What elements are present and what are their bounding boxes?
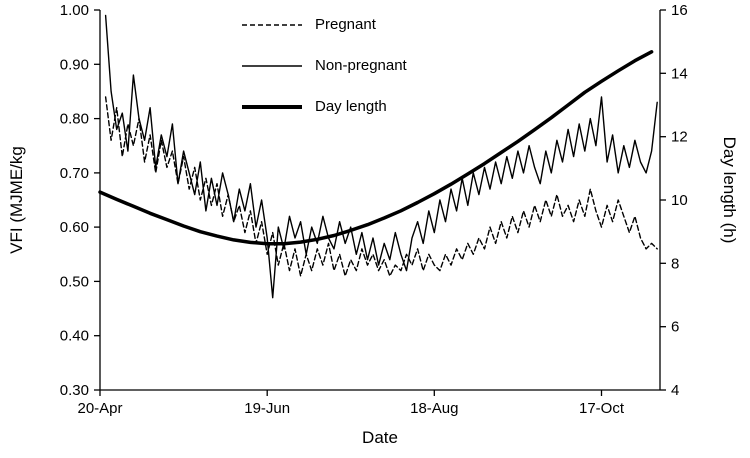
svg-text:18-Aug: 18-Aug (410, 400, 458, 417)
legend-item-day-length: Day length (242, 86, 407, 127)
y-axis-left-title: VFI (MJME/kg (7, 146, 26, 254)
svg-text:12: 12 (671, 129, 688, 146)
svg-text:0.90: 0.90 (60, 56, 89, 73)
legend-item-pregnant: Pregnant (242, 4, 407, 45)
legend: Pregnant Non-pregnant Day length (242, 4, 407, 127)
svg-text:14: 14 (671, 65, 688, 82)
x-tick-labels: 20-Apr 19-Jun 18-Aug 17-Oct (77, 400, 624, 417)
svg-text:8: 8 (671, 255, 679, 272)
svg-text:20-Apr: 20-Apr (77, 400, 122, 417)
svg-text:0.70: 0.70 (60, 165, 89, 182)
svg-text:10: 10 (671, 192, 688, 209)
series-day-length (98, 50, 654, 246)
dashed-line-sample (242, 23, 302, 26)
svg-text:0.50: 0.50 (60, 273, 89, 290)
x-axis-title: Date (362, 428, 398, 447)
svg-text:0.60: 0.60 (60, 219, 89, 236)
svg-text:17-Oct: 17-Oct (579, 400, 625, 417)
y-axis-right-title: Day length (h) (720, 136, 739, 244)
thick-solid-line-sample (242, 104, 302, 109)
y-left-tick-labels: 1.00 0.90 0.80 0.70 0.60 0.50 0.40 0.30 (60, 2, 89, 399)
svg-text:16: 16 (671, 2, 688, 19)
svg-text:4: 4 (671, 382, 679, 399)
svg-text:0.40: 0.40 (60, 328, 89, 345)
thin-solid-line-sample (242, 64, 302, 67)
legend-item-non-pregnant: Non-pregnant (242, 45, 407, 86)
svg-text:19-Jun: 19-Jun (244, 400, 290, 417)
svg-text:1.00: 1.00 (60, 2, 89, 19)
y-right-tick-labels: 16 14 12 10 8 6 4 (671, 2, 688, 399)
series-pregnant (104, 96, 658, 277)
svg-text:0.80: 0.80 (60, 111, 89, 128)
legend-label-pregnant: Pregnant (315, 16, 376, 33)
axes (94, 9, 666, 396)
svg-text:0.30: 0.30 (60, 382, 89, 399)
legend-label-day-length: Day length (315, 98, 387, 115)
series-non-pregnant (104, 14, 658, 299)
legend-label-non-pregnant: Non-pregnant (315, 57, 407, 74)
svg-text:6: 6 (671, 319, 679, 336)
